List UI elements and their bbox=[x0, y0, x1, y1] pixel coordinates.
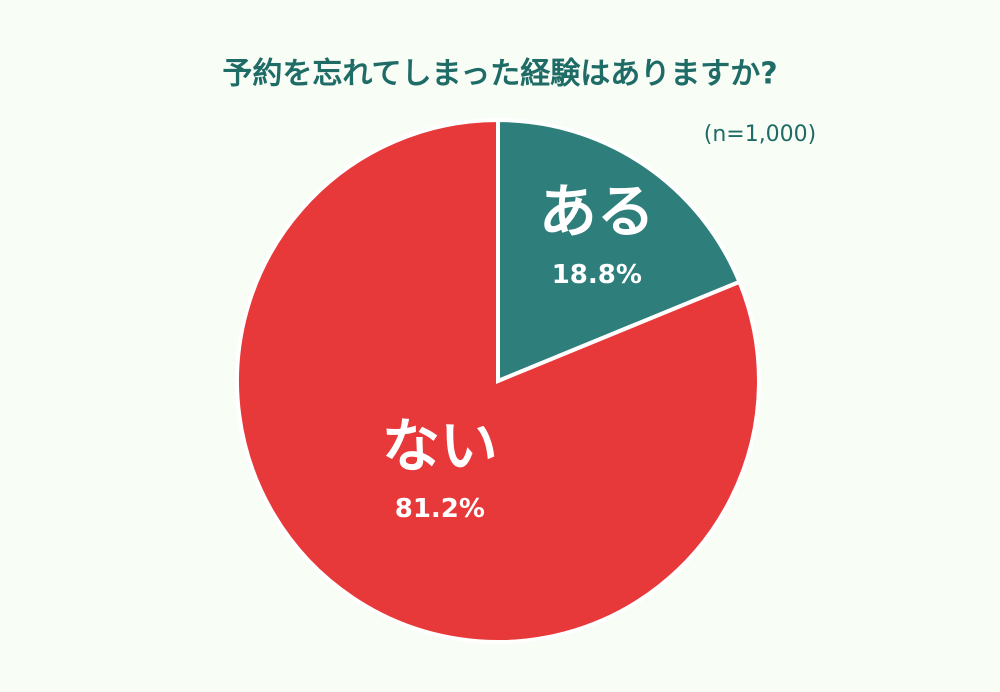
chart-title: 予約を忘れてしまった経験はありますか? bbox=[222, 57, 777, 92]
slice-label: ある bbox=[539, 178, 655, 246]
slice-label: ない bbox=[382, 412, 498, 480]
chart-subtitle: (n=1,000) bbox=[704, 122, 817, 147]
value-label: 18.8% bbox=[552, 260, 642, 290]
pie-slice bbox=[496, 117, 743, 384]
value-label: 81.2% bbox=[395, 494, 485, 524]
pie-slice bbox=[235, 117, 761, 644]
